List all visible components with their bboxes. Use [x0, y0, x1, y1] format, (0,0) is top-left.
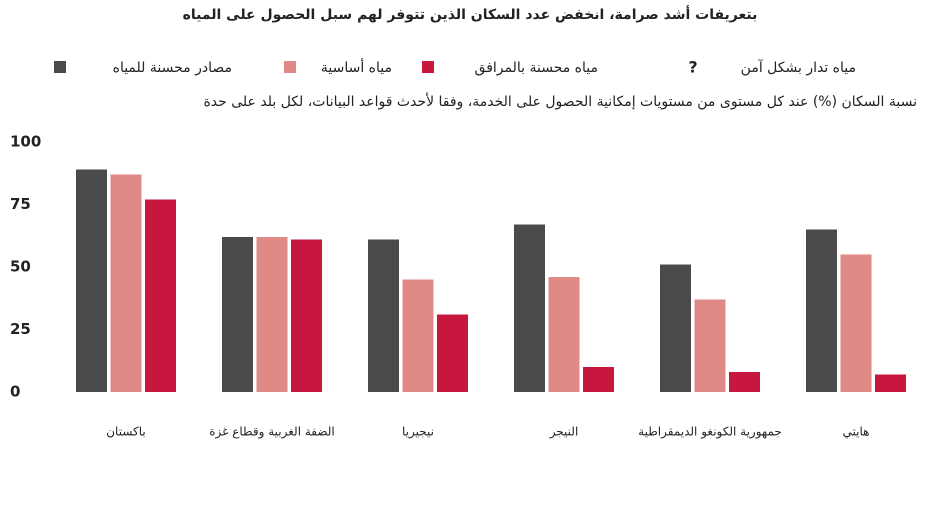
legend-label: مصادر محسنة للمياه	[113, 60, 232, 76]
bar	[368, 239, 399, 392]
bar	[514, 224, 545, 392]
bar	[548, 277, 580, 392]
y-tick-label: 100	[10, 133, 41, 151]
y-tick-label: 0	[10, 383, 20, 401]
bar	[402, 279, 434, 392]
x-tick-label: الضفة الغربية وقطاع غزة	[209, 425, 335, 440]
legend-label: مياه تدار بشكل آمن	[741, 59, 856, 76]
bar	[222, 237, 253, 392]
x-tick-label: باكستان	[106, 425, 146, 439]
y-tick-label: 50	[10, 258, 31, 276]
bar	[694, 299, 726, 392]
bar	[583, 367, 614, 392]
bar	[660, 264, 691, 392]
y-tick-label: 25	[10, 320, 31, 338]
legend-swatch	[284, 61, 296, 73]
bar	[806, 229, 837, 392]
x-tick-label: نيجيريا	[402, 425, 434, 440]
chart-subtitle: نسبة السكان (%) عند كل مستوى من مستويات …	[203, 92, 917, 110]
legend-swatch	[54, 61, 66, 73]
x-tick-label: جمهورية الكونغو الديمقراطية	[638, 425, 782, 440]
legend-marker: ?	[688, 58, 697, 77]
y-tick-label: 75	[10, 195, 31, 213]
bar	[875, 374, 906, 392]
bar	[110, 174, 142, 392]
bar	[291, 239, 322, 392]
bar	[256, 237, 288, 392]
bar	[76, 169, 107, 392]
legend-swatch	[422, 61, 434, 73]
bar	[437, 314, 468, 392]
bar	[729, 372, 760, 392]
chart-title: بتعريفات أشد صرامة، انخفض عدد السكان الذ…	[183, 5, 758, 23]
bar	[145, 199, 176, 392]
legend-label: مياه محسنة بالمرافق	[475, 60, 598, 76]
x-tick-label: هايتي	[843, 425, 870, 439]
x-tick-label: النيجر	[549, 425, 579, 440]
bar	[840, 254, 872, 392]
legend-label: مياه أساسية	[321, 58, 392, 76]
